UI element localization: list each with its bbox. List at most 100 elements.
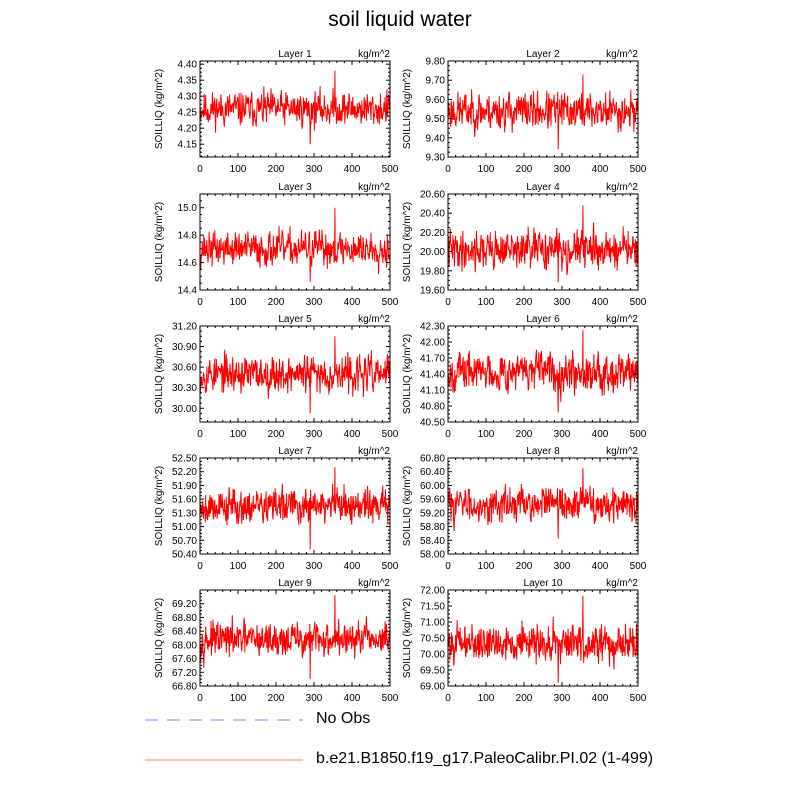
y-tick-label: 9.70	[426, 76, 446, 87]
x-tick-label: 300	[554, 693, 571, 704]
y-tick-label: 4.25	[178, 108, 198, 119]
x-tick-label: 300	[554, 297, 571, 308]
series-line-1	[199, 70, 391, 145]
y-tick-label: 71.50	[420, 602, 445, 613]
y-tick-label: 69.20	[172, 599, 197, 610]
x-tick-label: 300	[306, 297, 323, 308]
x-tick-label: 200	[268, 429, 285, 440]
y-tick-label: 30.30	[172, 383, 197, 394]
series-line-1	[447, 595, 639, 683]
y-tick-label: 15.0	[178, 203, 198, 214]
x-tick-label: 100	[230, 164, 247, 175]
chart-title: Layer 9	[278, 578, 312, 589]
y-tick-label: 41.10	[420, 386, 445, 397]
y-tick-label: 69.50	[420, 666, 445, 677]
chart-units: kg/m^2	[606, 446, 638, 457]
y-tick-label: 4.35	[178, 76, 198, 87]
x-tick-label: 300	[554, 561, 571, 572]
plot-frame	[199, 60, 391, 158]
x-tick-label: 500	[630, 429, 647, 440]
y-tick-label: 14.6	[178, 258, 198, 269]
x-tick-label: 0	[445, 297, 451, 308]
x-tick-label: 100	[230, 429, 247, 440]
y-tick-label: 20.00	[420, 247, 445, 258]
y-tick-label: 50.70	[172, 536, 197, 547]
x-tick-label: 100	[478, 693, 495, 704]
y-axis-label: SOILLIQ (kg/m^2)	[402, 202, 413, 282]
chart-units: kg/m^2	[606, 314, 638, 325]
x-tick-label: 100	[230, 561, 247, 572]
y-tick-label: 52.50	[172, 454, 197, 465]
y-tick-label: 58.80	[420, 522, 445, 533]
y-tick-label: 41.40	[420, 370, 445, 381]
x-tick-label: 200	[268, 164, 285, 175]
x-tick-label: 0	[445, 164, 451, 175]
y-tick-label: 4.40	[178, 60, 198, 71]
y-tick-label: 30.90	[172, 342, 197, 353]
y-tick-label: 30.60	[172, 363, 197, 374]
y-axis-label: SOILLIQ (kg/m^2)	[402, 598, 413, 678]
chart-units: kg/m^2	[358, 446, 390, 457]
chart-title: Layer 5	[278, 314, 312, 325]
chart-panel-5: 0 100 200 300 400 500 30.00 30.30 30.60 30.90 31.2…	[154, 314, 399, 440]
y-tick-label: 14.8	[178, 231, 198, 242]
x-tick-label: 300	[306, 693, 323, 704]
chart-panel-1: 0 100 200 300 400 500 4.15 4.20 4.25 4.30 4.35 4.40…	[154, 49, 399, 175]
y-tick-label: 59.60	[420, 495, 445, 506]
x-tick-label: 300	[554, 164, 571, 175]
chart-title: Layer 8	[526, 446, 560, 457]
y-axis-label: SOILLIQ (kg/m^2)	[154, 334, 165, 414]
chart-panel-7: 0 100 200 300 400 500 50.40 50.70 51.00 51.30 51.6…	[154, 446, 399, 572]
x-tick-label: 200	[268, 693, 285, 704]
y-tick-label: 51.60	[172, 495, 197, 506]
x-tick-label: 400	[592, 297, 609, 308]
y-tick-label: 50.40	[172, 550, 197, 561]
x-tick-label: 500	[382, 429, 399, 440]
y-tick-label: 9.30	[426, 153, 446, 164]
chart-panel-6: 0 100 200 300 400 500 40.50 40.80 41.10 41.40 41.7…	[402, 314, 647, 440]
chart-panel-10: 0 100 200 300 400 500 69.00 69.50 70.00 70.50 71.0…	[402, 578, 647, 704]
x-tick-label: 0	[197, 297, 203, 308]
x-tick-label: 400	[344, 693, 361, 704]
y-tick-label: 58.00	[420, 550, 445, 561]
y-tick-label: 70.00	[420, 650, 445, 661]
series-line-1	[199, 336, 391, 414]
x-tick-label: 500	[630, 561, 647, 572]
x-tick-label: 300	[554, 429, 571, 440]
y-tick-label: 68.40	[172, 627, 197, 638]
x-tick-label: 100	[230, 693, 247, 704]
series-line-1	[199, 207, 391, 282]
y-tick-label: 59.20	[420, 508, 445, 519]
y-tick-label: 40.50	[420, 418, 445, 429]
series-line-1	[447, 205, 639, 283]
x-tick-label: 200	[516, 693, 533, 704]
y-tick-label: 60.00	[420, 481, 445, 492]
x-tick-label: 0	[197, 561, 203, 572]
y-tick-label: 72.00	[420, 586, 445, 597]
y-axis-label: SOILLIQ (kg/m^2)	[154, 598, 165, 678]
x-tick-label: 500	[382, 693, 399, 704]
series-line-1	[199, 467, 391, 550]
y-tick-label: 20.40	[420, 209, 445, 220]
x-tick-label: 500	[382, 297, 399, 308]
y-tick-label: 58.40	[420, 536, 445, 547]
y-tick-label: 9.80	[426, 57, 446, 68]
x-tick-label: 500	[630, 693, 647, 704]
y-tick-label: 4.20	[178, 124, 198, 135]
x-tick-label: 100	[478, 297, 495, 308]
y-tick-label: 20.20	[420, 228, 445, 239]
chart-title: Layer 3	[278, 182, 312, 193]
x-tick-label: 0	[445, 429, 451, 440]
series-line-1	[199, 595, 391, 680]
chart-units: kg/m^2	[358, 578, 390, 589]
chart-units: kg/m^2	[606, 182, 638, 193]
x-tick-label: 400	[592, 693, 609, 704]
x-tick-label: 500	[630, 297, 647, 308]
x-tick-label: 500	[382, 561, 399, 572]
y-tick-label: 42.30	[420, 322, 445, 333]
y-axis-label: SOILLIQ (kg/m^2)	[402, 466, 413, 546]
y-tick-label: 51.90	[172, 481, 197, 492]
y-tick-label: 69.00	[420, 682, 445, 693]
x-tick-label: 500	[382, 164, 399, 175]
